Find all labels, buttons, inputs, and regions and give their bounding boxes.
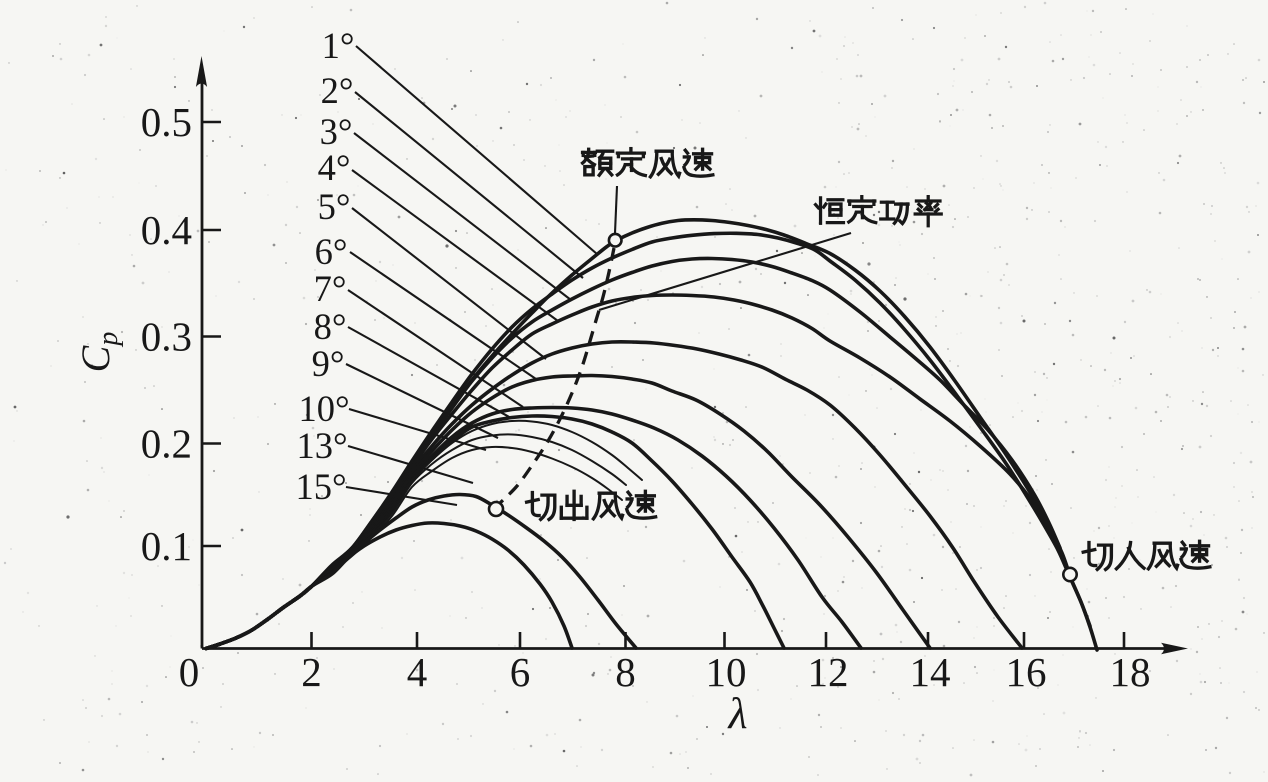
svg-text:0.1: 0.1: [141, 523, 192, 569]
svg-text:16: 16: [1006, 649, 1047, 695]
svg-text:10: 10: [706, 649, 747, 695]
svg-text:14: 14: [910, 649, 951, 695]
svg-text:0.2: 0.2: [141, 421, 192, 467]
svg-text:0.4: 0.4: [141, 207, 192, 253]
svg-text:12: 12: [808, 649, 849, 695]
svg-text:1°: 1°: [322, 25, 355, 66]
svg-text:0.5: 0.5: [141, 99, 192, 145]
svg-text:15°: 15°: [295, 466, 346, 507]
svg-text:10°: 10°: [298, 388, 349, 429]
svg-text:6°: 6°: [315, 231, 348, 272]
svg-text:8°: 8°: [314, 306, 347, 347]
svg-text:0: 0: [179, 649, 200, 695]
svg-text:4: 4: [407, 649, 428, 695]
svg-text:λ: λ: [726, 689, 747, 738]
svg-text:2°: 2°: [321, 70, 354, 111]
svg-text:8: 8: [615, 649, 636, 695]
svg-text:6: 6: [510, 649, 531, 695]
svg-text:7°: 7°: [314, 268, 347, 309]
svg-text:4°: 4°: [318, 147, 351, 188]
svg-text:9°: 9°: [312, 343, 345, 384]
svg-text:3°: 3°: [320, 111, 353, 152]
svg-text:0.3: 0.3: [141, 314, 192, 360]
svg-text:13°: 13°: [296, 425, 347, 466]
svg-text:5°: 5°: [318, 186, 351, 227]
svg-text:2: 2: [301, 649, 322, 695]
svg-text:18: 18: [1110, 649, 1151, 695]
